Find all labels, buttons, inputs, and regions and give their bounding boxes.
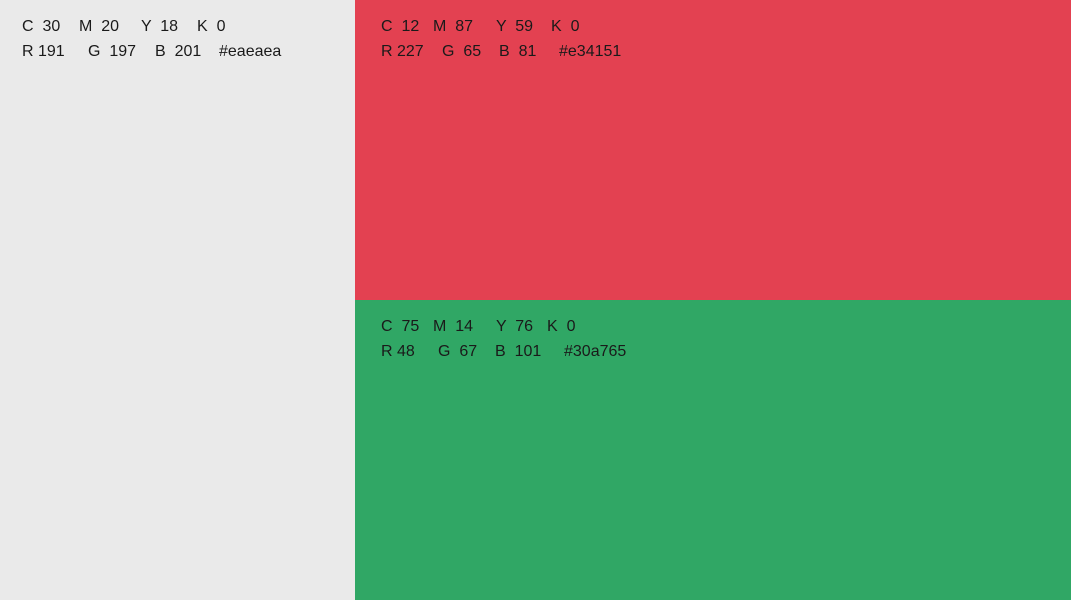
cmyk-m: M 20 — [79, 18, 120, 35]
cmyk-y: Y 59 — [496, 18, 534, 35]
rgb-r: R 48 — [381, 343, 415, 360]
swatch-green: C 75 M 14 Y 76 K 0 R 48 G 67 B 101 #30a7… — [355, 300, 1071, 600]
rgb-g: G 67 — [438, 343, 478, 360]
cmyk-k: K 0 — [547, 318, 576, 335]
swatch-gray: C 30 M 20 Y 18 K 0 R 191 G 197 B 201 #ea… — [0, 0, 355, 600]
cmyk-y: Y 76 — [496, 318, 534, 335]
cmyk-k: K 0 — [551, 18, 580, 35]
rgb-r: R 191 — [22, 43, 65, 60]
rgb-r: R 227 — [381, 43, 424, 60]
hex-code: #30a765 — [564, 343, 627, 360]
swatch-red: C 12 M 87 Y 59 K 0 R 227 G 65 B 81 #e341… — [355, 0, 1071, 300]
cmyk-m: M 87 — [433, 18, 474, 35]
cmyk-c: C 75 — [381, 318, 420, 335]
rgb-b: B 101 — [495, 343, 542, 360]
rgb-g: G 197 — [88, 43, 137, 60]
rgb-g: G 65 — [442, 43, 482, 60]
rgb-b: B 201 — [155, 43, 202, 60]
cmyk-c: C 12 — [381, 18, 420, 35]
cmyk-y: Y 18 — [141, 18, 179, 35]
cmyk-c: C 30 — [22, 18, 61, 35]
cmyk-k: K 0 — [197, 18, 226, 35]
hex-code: #eaeaea — [219, 43, 282, 60]
cmyk-m: M 14 — [433, 318, 474, 335]
rgb-b: B 81 — [499, 43, 537, 60]
hex-code: #e34151 — [559, 43, 622, 60]
